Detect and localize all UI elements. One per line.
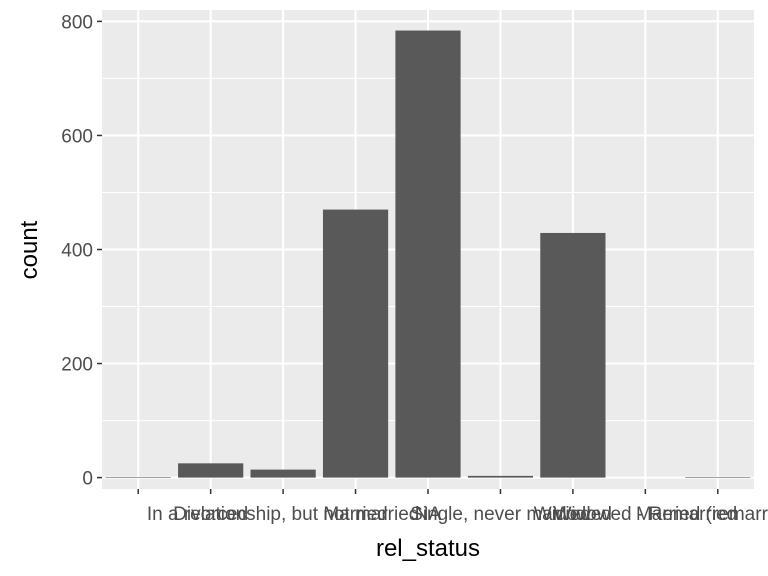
bar bbox=[395, 30, 461, 478]
x-tick-label: Widowed - Remarried bbox=[553, 504, 737, 525]
bar bbox=[540, 232, 606, 478]
y-tick-label: 400 bbox=[61, 241, 93, 262]
y-axis-title: count bbox=[16, 220, 43, 279]
x-tick-label: NA bbox=[415, 504, 442, 525]
x-axis-title: rel_status bbox=[376, 535, 480, 562]
y-tick-label: 800 bbox=[61, 12, 93, 33]
bar bbox=[467, 475, 534, 478]
x-tick-label: Married bbox=[323, 504, 387, 525]
x-tick-label: Married (remarried) bbox=[636, 504, 768, 525]
y-tick-label: 0 bbox=[82, 469, 93, 490]
bar bbox=[250, 469, 316, 478]
bar bbox=[685, 477, 751, 478]
x-tick-label: Divorced bbox=[173, 504, 248, 525]
bar bbox=[322, 209, 389, 478]
bars bbox=[105, 30, 751, 478]
y-tick-label: 600 bbox=[61, 126, 93, 147]
x-tick-label: Widowed bbox=[534, 504, 612, 525]
x-tick-label: In a relationship, but not married bbox=[147, 504, 420, 525]
y-axis: 0 200 400 600 800 bbox=[61, 12, 102, 490]
bar bbox=[178, 463, 244, 478]
bar bbox=[105, 477, 171, 478]
y-tick-label: 200 bbox=[61, 355, 93, 376]
x-tick-label: Single, never married bbox=[410, 504, 591, 525]
